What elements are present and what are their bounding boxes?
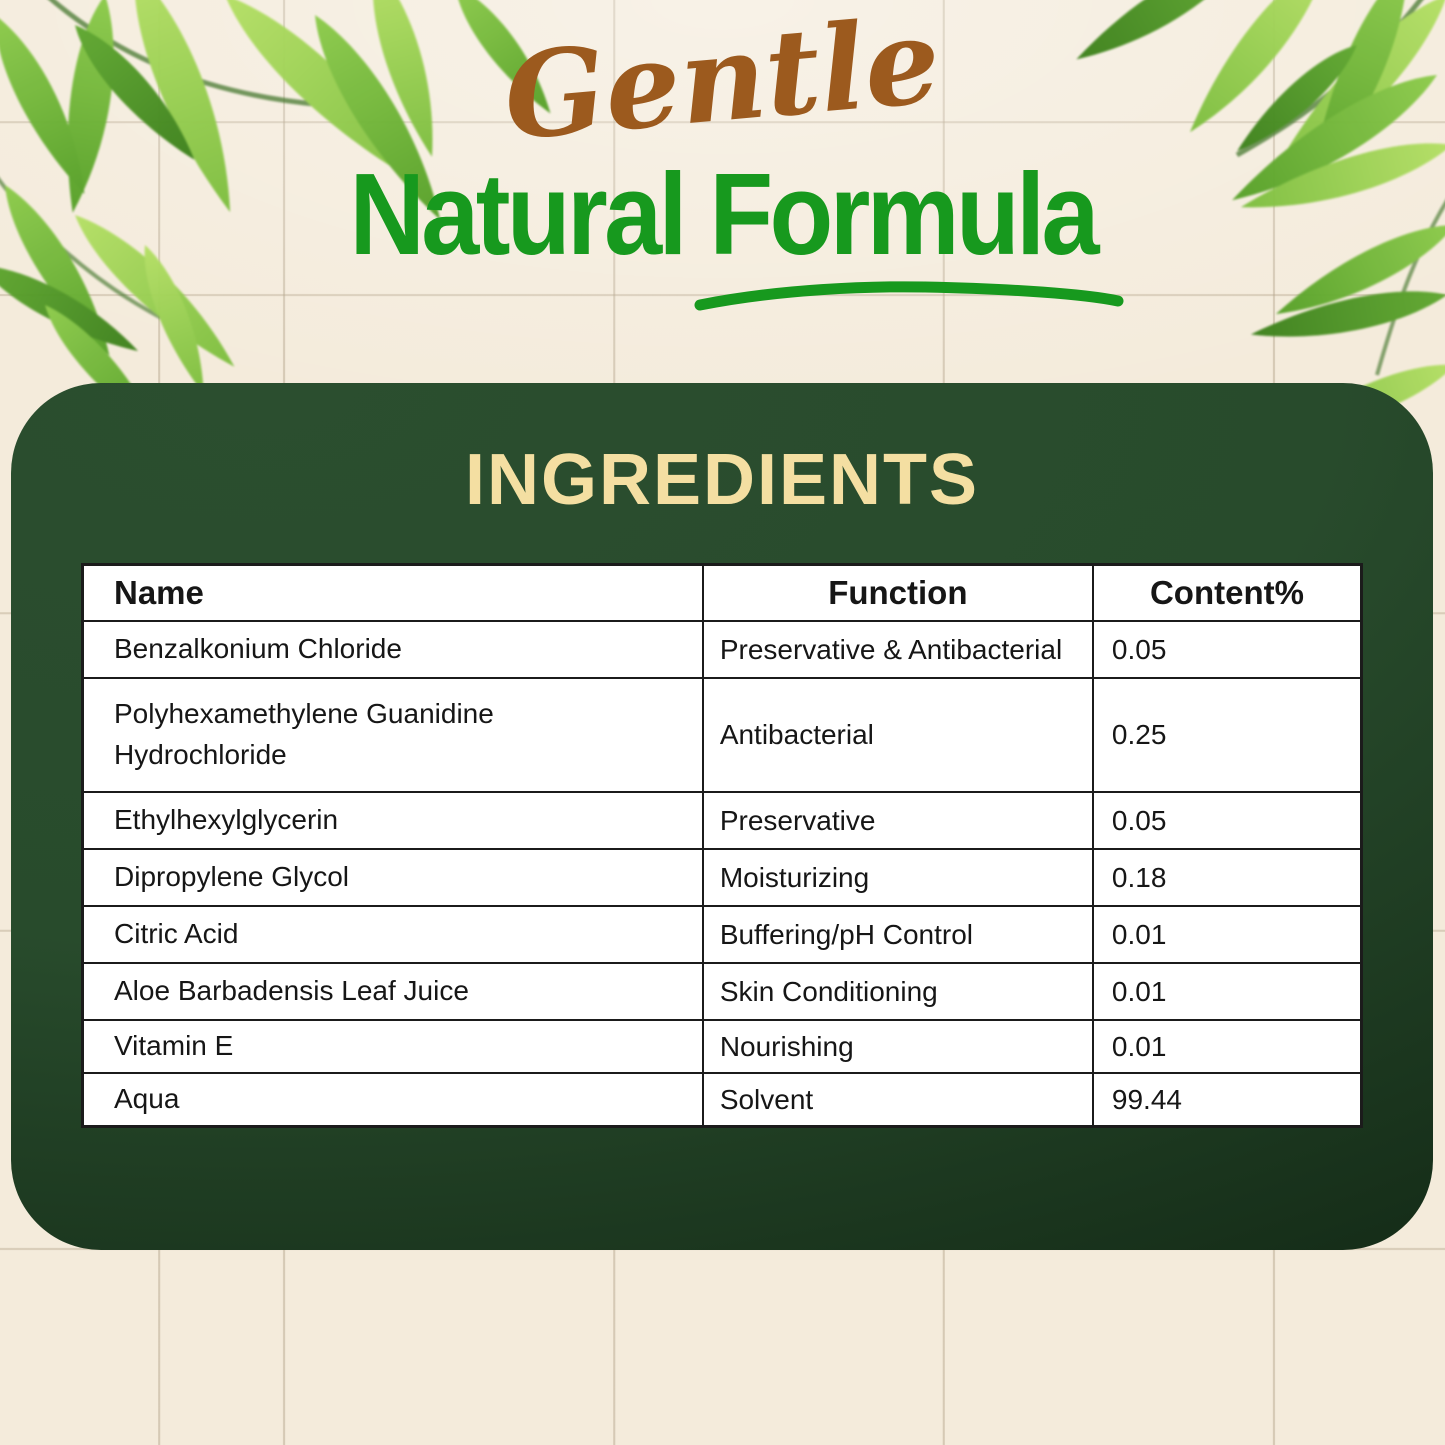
table-row: Citric Acid Buffering/pH Control 0.01 [81, 905, 1363, 964]
cell-function: Nourishing [701, 1019, 1094, 1074]
cell-function: Skin Conditioning [701, 962, 1094, 1021]
ingredients-table: Name Function Content% Benzalkonium Chlo… [81, 563, 1363, 1128]
cell-content: 0.25 [1091, 677, 1363, 793]
cell-content: 0.05 [1091, 791, 1363, 850]
table-row: Dipropylene Glycol Moisturizing 0.18 [81, 848, 1363, 907]
cell-function: Preservative [701, 791, 1094, 850]
cell-name: Dipropylene Glycol [81, 848, 704, 907]
table-header-row: Name Function Content% [81, 563, 1363, 622]
table-row: Polyhexamethylene Guanidine Hydrochlorid… [81, 677, 1363, 793]
cell-name: Citric Acid [81, 905, 704, 964]
cell-name: Benzalkonium Chloride [81, 620, 704, 679]
title-script-wrap: Gentle [0, 0, 1445, 167]
table-row: Aloe Barbadensis Leaf Juice Skin Conditi… [81, 962, 1363, 1021]
cell-function: Solvent [701, 1072, 1094, 1128]
cell-name: Polyhexamethylene Guanidine Hydrochlorid… [81, 677, 704, 793]
cell-name: Ethylhexylglycerin [81, 791, 704, 850]
cell-content: 0.01 [1091, 1019, 1363, 1074]
panel-heading: INGREDIENTS [464, 440, 980, 520]
title-main: Natural Formula [349, 149, 1099, 279]
cell-content: 0.01 [1091, 962, 1363, 1021]
cell-function: Preservative & Antibacterial [701, 620, 1094, 679]
cell-name: Aloe Barbadensis Leaf Juice [81, 962, 704, 1021]
brush-underline-icon [694, 281, 1124, 311]
cell-content: 99.44 [1091, 1072, 1363, 1128]
table-row: Benzalkonium Chloride Preservative & Ant… [81, 620, 1363, 679]
ingredients-panel: INGREDIENTS Name Function Content% Benza… [11, 383, 1433, 1250]
table-row: Vitamin E Nourishing 0.01 [81, 1019, 1363, 1074]
table-row: Ethylhexylglycerin Preservative 0.05 [81, 791, 1363, 850]
cell-function: Moisturizing [701, 848, 1094, 907]
col-header-name: Name [81, 563, 704, 622]
table-row: Aqua Solvent 99.44 [81, 1072, 1363, 1128]
cell-function: Antibacterial [701, 677, 1094, 793]
cell-function: Buffering/pH Control [701, 905, 1094, 964]
cell-name: Aqua [81, 1072, 704, 1128]
title-script: Gentle [499, 0, 946, 167]
title-main-wrap: Natural Formula [0, 156, 1445, 272]
cell-name: Vitamin E [81, 1019, 704, 1074]
cell-content: 0.01 [1091, 905, 1363, 964]
cell-content: 0.05 [1091, 620, 1363, 679]
cell-content: 0.18 [1091, 848, 1363, 907]
col-header-function: Function [701, 563, 1094, 622]
col-header-content: Content% [1091, 563, 1363, 622]
